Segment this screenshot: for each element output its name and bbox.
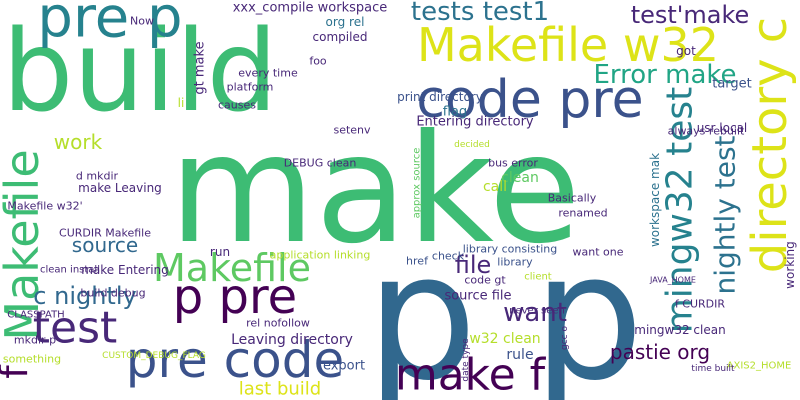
word: w32 clean — [469, 331, 540, 347]
word: Makefile w32 — [417, 18, 719, 72]
word: make Entering — [81, 263, 169, 277]
word: gt make — [193, 41, 208, 94]
word: pre p — [37, 0, 182, 51]
word: p pre — [173, 269, 297, 325]
word: never seen — [509, 306, 565, 317]
word: library — [497, 256, 533, 269]
word: application linking — [270, 249, 371, 262]
word: CLASSPATH — [7, 310, 64, 321]
word: causes — [218, 99, 256, 112]
word: make Leaving — [78, 181, 162, 195]
word: rel nofollow — [246, 317, 310, 330]
word: foo — [309, 55, 327, 68]
word: make — [169, 103, 581, 277]
word: JAVA_HOME — [649, 276, 696, 285]
word: client — [524, 272, 552, 283]
word: tests test1 — [411, 0, 549, 27]
word: mingw32 clean — [634, 323, 725, 337]
word: CUSTOM_DEBUG_FLAG — [102, 351, 206, 361]
word: file — [455, 251, 492, 279]
word: export — [323, 359, 365, 374]
word: Now — [130, 15, 154, 28]
word: mingw32 test — [660, 87, 701, 334]
word: work — [54, 130, 103, 154]
word: d mkdir — [76, 170, 119, 183]
word: every time — [238, 67, 298, 80]
word: AXIS2_HOME — [727, 361, 792, 372]
word: pre code — [126, 331, 344, 389]
word: source file — [444, 289, 511, 304]
word: href — [406, 255, 429, 268]
word: source — [72, 233, 138, 257]
word: date type — [461, 338, 471, 382]
word: Leaving directory — [231, 332, 353, 348]
word: renamed — [558, 207, 607, 220]
word: org rel — [326, 15, 365, 29]
word: target — [712, 77, 752, 92]
word: last build — [239, 379, 321, 400]
word: li — [178, 96, 185, 110]
word: clean install — [40, 265, 100, 276]
word: xxx_compile workspace — [233, 1, 388, 16]
word: test — [33, 303, 118, 354]
word: workspace mak — [648, 153, 662, 247]
word: gcc o — [560, 326, 570, 350]
word: Entering directory — [416, 115, 534, 130]
word: got — [676, 44, 696, 58]
word: library consisting — [463, 243, 557, 256]
word: c nightly — [33, 282, 136, 310]
word: usr local — [697, 121, 748, 135]
word: run — [210, 245, 230, 259]
word: rule — [506, 347, 533, 363]
word: want one — [573, 246, 624, 259]
word: time built — [691, 364, 735, 374]
word: test'make — [631, 1, 750, 29]
word: compiled — [313, 30, 368, 44]
word: flag — [443, 105, 467, 120]
word: always rebuilt — [668, 125, 745, 138]
word: build — [2, 7, 277, 137]
word: directory c — [742, 17, 798, 273]
word: setenv — [333, 124, 371, 137]
word: f CURDIR — [675, 298, 725, 311]
word: mkdir p — [14, 334, 56, 347]
word: pastie org — [610, 340, 710, 364]
word: Makefile w32' — [7, 200, 82, 213]
word: something — [3, 353, 61, 366]
word: Basically — [548, 192, 597, 205]
word: nightly test — [709, 135, 742, 294]
word: platform — [227, 81, 274, 94]
word: p p — [366, 217, 644, 400]
word: CURDIR Makefile — [59, 227, 151, 240]
word: approx source — [412, 148, 423, 219]
word: check — [432, 250, 465, 263]
word: f — [0, 364, 36, 379]
word: Error make — [593, 60, 736, 90]
word: clean — [501, 170, 539, 186]
word: Makefile — [0, 149, 49, 340]
word: decided — [454, 140, 490, 150]
word: code pre — [416, 70, 643, 130]
word: working — [783, 241, 797, 289]
word: want — [503, 298, 567, 328]
word: make f — [395, 350, 547, 400]
word: Makefile — [153, 246, 311, 290]
word: bus error — [488, 157, 538, 170]
word: build debug — [80, 287, 145, 300]
word: call — [483, 179, 507, 195]
word: DEBUG clean — [284, 157, 357, 170]
word: code gt — [464, 274, 506, 287]
word: print directory — [397, 90, 483, 104]
